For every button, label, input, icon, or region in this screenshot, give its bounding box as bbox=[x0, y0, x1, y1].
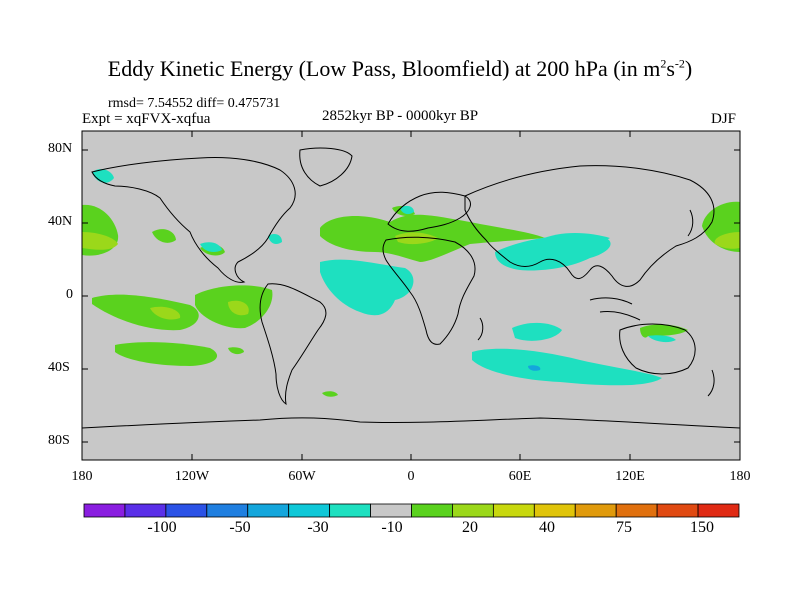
south-pacific-small bbox=[228, 347, 244, 355]
experiment-label: Expt = xqFVX-xqfua bbox=[82, 111, 211, 127]
lat-label-40s: 40S bbox=[48, 360, 70, 375]
lat-label-40n: 40N bbox=[48, 214, 73, 229]
north-atlantic-core bbox=[395, 232, 438, 245]
lat-ticks bbox=[82, 149, 740, 443]
colorbar-label: 75 bbox=[616, 519, 632, 536]
lon-label-120e: 120E bbox=[615, 469, 645, 484]
lon-label-60w: 60W bbox=[288, 469, 316, 484]
coastlines bbox=[82, 147, 740, 429]
colorbar bbox=[83, 503, 740, 518]
australia-cyan bbox=[648, 335, 676, 343]
lat-label-80s: 80S bbox=[48, 433, 70, 448]
colorbar-label: 40 bbox=[539, 519, 555, 536]
colorbar-swatch bbox=[656, 503, 699, 518]
colorbar-swatch bbox=[370, 503, 412, 518]
lon-ticks bbox=[81, 131, 741, 460]
indian-ocean-cyan bbox=[512, 322, 562, 341]
colorbar-swatch bbox=[574, 503, 617, 518]
colorbar-swatch bbox=[206, 503, 249, 518]
colorbar-label: 20 bbox=[462, 519, 478, 536]
lat-label-80n: 80N bbox=[48, 141, 73, 156]
colorbar-swatch bbox=[83, 503, 126, 518]
period-label: 2852kyr BP - 0000kyr BP bbox=[322, 108, 479, 124]
page-title: Eddy Kinetic Energy (Low Pass, Bloomfiel… bbox=[107, 56, 693, 81]
lon-label-180w: 180 bbox=[71, 469, 93, 484]
india-cyan bbox=[540, 233, 610, 243]
south-atlantic-small bbox=[322, 391, 338, 397]
south-pacific-green bbox=[115, 342, 218, 366]
tropical-east-pacific-core bbox=[150, 306, 181, 320]
southern-ocean-core bbox=[528, 365, 541, 371]
colorbar-swatch bbox=[411, 503, 453, 518]
colorbar-swatch bbox=[165, 503, 208, 518]
lon-label-60e: 60E bbox=[508, 469, 532, 484]
season-label: DJF bbox=[711, 111, 737, 127]
colorbar-label: -100 bbox=[147, 519, 177, 536]
colorbar-swatch bbox=[288, 503, 331, 518]
southern-ocean-cyan bbox=[472, 348, 662, 386]
map-background bbox=[82, 131, 740, 460]
lon-label-0: 0 bbox=[407, 469, 415, 484]
lon-label-180e: 180 bbox=[729, 469, 751, 484]
south-asia-cyan bbox=[495, 234, 611, 271]
tropical-east-pacific-green bbox=[92, 294, 199, 331]
colorbar-label: 150 bbox=[690, 519, 714, 536]
colorbar-swatch bbox=[697, 503, 740, 518]
tropical-central-core bbox=[228, 300, 249, 316]
colorbar-swatch bbox=[533, 503, 576, 518]
north-pacific-east-core bbox=[82, 232, 118, 250]
colorbar-swatch bbox=[452, 503, 494, 518]
colorbar-swatch bbox=[124, 503, 167, 518]
arctic-alaska-cyan bbox=[92, 169, 114, 183]
north-atlantic-cyan bbox=[400, 205, 414, 215]
lon-label-120w: 120W bbox=[174, 469, 210, 484]
colorbar-swatch bbox=[615, 503, 658, 518]
australia-green bbox=[640, 324, 688, 338]
pacific-east-cyan bbox=[200, 242, 222, 252]
colorbar-label: -30 bbox=[307, 519, 329, 536]
pacific-small-green bbox=[152, 229, 176, 243]
lat-label-0: 0 bbox=[66, 287, 73, 302]
north-pacific-west-core bbox=[714, 232, 740, 249]
colorbar-swatch bbox=[492, 503, 535, 518]
colorbar-swatch bbox=[247, 503, 290, 518]
rmsd-stats: rmsd= 7.54552 diff= 0.475731 bbox=[108, 96, 281, 111]
colorbar-swatch bbox=[329, 503, 371, 518]
colorbar-label: -10 bbox=[381, 519, 403, 536]
tropical-atlantic-cyan bbox=[320, 259, 414, 316]
gulf-cyan bbox=[268, 234, 282, 244]
colorbar-label: -50 bbox=[229, 519, 251, 536]
